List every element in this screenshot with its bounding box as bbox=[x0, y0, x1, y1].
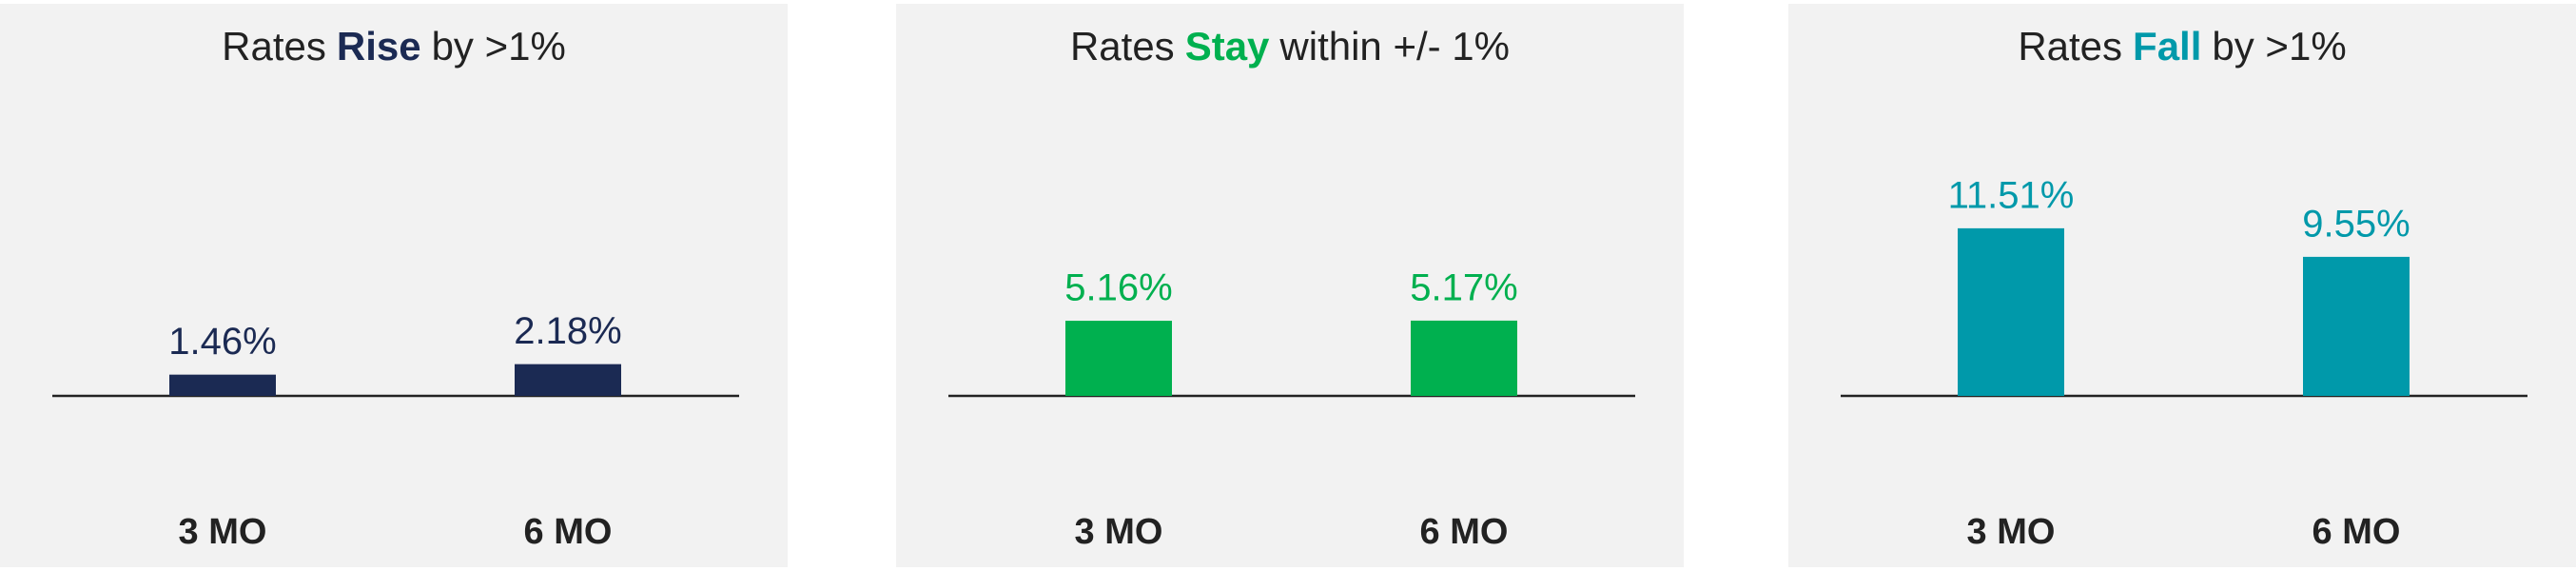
title-part: Rise bbox=[337, 24, 421, 69]
panel-background bbox=[0, 4, 788, 567]
panel-background bbox=[896, 4, 1684, 567]
category-label: 6 MO bbox=[1420, 512, 1509, 552]
bar bbox=[1065, 321, 1172, 396]
panel: Rates Stay within +/- 1% 5.16% 3 MO 5.17% 6 MO bbox=[896, 4, 1684, 567]
panel: Rates Fall by >1% 11.51% 3 MO 9.55% 6 MO bbox=[1788, 4, 2576, 567]
value-label: 2.18% bbox=[514, 310, 621, 352]
bar bbox=[515, 364, 621, 396]
category-label: 6 MO bbox=[524, 512, 613, 552]
title-part: by >1% bbox=[2212, 24, 2346, 69]
title-part: Rates bbox=[2018, 24, 2122, 69]
value-label: 9.55% bbox=[2302, 203, 2410, 245]
value-label: 5.17% bbox=[1410, 266, 1517, 308]
panel-background bbox=[1788, 4, 2576, 567]
title-part: Rates bbox=[222, 24, 326, 69]
value-label: 1.46% bbox=[168, 321, 276, 363]
title-part: Fall bbox=[2133, 24, 2201, 69]
title-part: by >1% bbox=[432, 24, 566, 69]
value-label: 11.51% bbox=[1948, 174, 2075, 216]
title-part: within +/- 1% bbox=[1278, 24, 1510, 69]
panel-title: Rates Fall by >1% bbox=[2018, 24, 2346, 69]
panel-title: Rates Rise by >1% bbox=[222, 24, 566, 69]
title-part: Stay bbox=[1185, 24, 1270, 69]
category-label: 3 MO bbox=[1075, 512, 1163, 552]
value-label: 5.16% bbox=[1064, 267, 1172, 309]
category-label: 3 MO bbox=[1967, 512, 2056, 552]
bar bbox=[1411, 320, 1517, 396]
bar bbox=[1958, 227, 2064, 396]
bar bbox=[2303, 256, 2410, 396]
bar bbox=[169, 374, 276, 396]
category-label: 6 MO bbox=[2313, 512, 2401, 552]
panel: Rates Rise by >1% 1.46% 3 MO 2.18% 6 MO bbox=[0, 4, 788, 567]
title-part: Rates bbox=[1070, 24, 1175, 69]
panel-title: Rates Stay within +/- 1% bbox=[1070, 24, 1510, 69]
category-label: 3 MO bbox=[179, 512, 267, 552]
